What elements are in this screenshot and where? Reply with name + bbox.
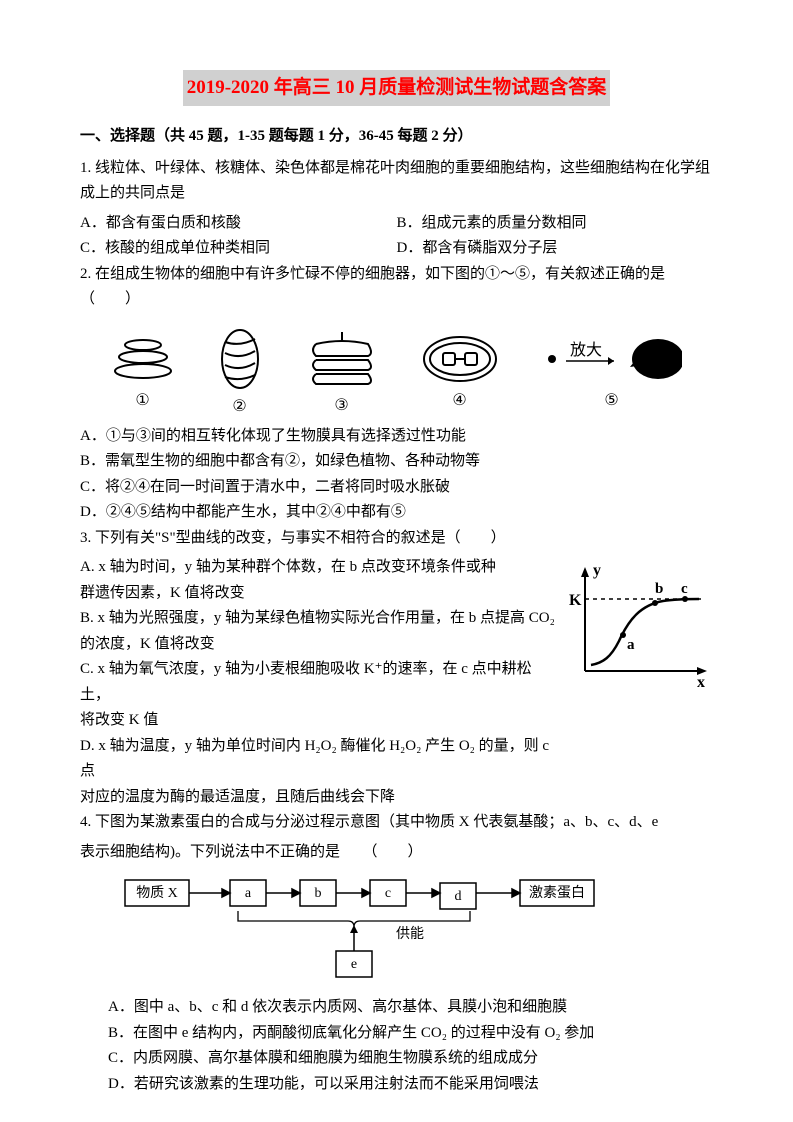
- point-c-label: c: [681, 581, 688, 597]
- flow-box-b: b: [315, 887, 322, 902]
- k-label: K: [569, 592, 582, 609]
- q3-opt-c-l2: 将改变 K 值: [80, 708, 555, 734]
- flow-box-d: d: [455, 890, 462, 905]
- q2-opt-b: B．需氧型生物的细胞中都含有②，如绿色植物、各种动物等: [80, 449, 713, 475]
- q3-num: 3.: [80, 530, 91, 546]
- q1-opt-a: A．都含有蛋白质和核酸: [80, 211, 397, 237]
- q4-opt-c: C．内质网膜、高尔基体膜和细胞膜为细胞生物膜系统的组成成分: [80, 1046, 713, 1072]
- s-curve-graph: y K a b c x: [563, 561, 713, 810]
- q3-opt-a-l1: A. x 轴为时间，y 轴为某种群个体数，在 b 点改变环境条件或种: [80, 555, 555, 581]
- organelle-4-label: ④: [452, 387, 466, 414]
- question-3: 3. 下列有关"S"型曲线的改变，与事实不相符合的叙述是（ ）: [80, 526, 713, 552]
- q4-opt-d: D．若研究该激素的生理功能，可以采用注射法而不能采用饲喂法: [80, 1072, 713, 1098]
- q2-opt-a: A．①与③间的相互转化体现了生物膜具有选择透过性功能: [80, 424, 713, 450]
- organelle-4: ④: [421, 333, 499, 414]
- y-axis-label: y: [593, 562, 601, 579]
- page-title: 2019-2020 年高三 10 月质量检测试生物试题含答案: [183, 70, 611, 106]
- organelle-5: 放大 ⑤: [542, 333, 682, 414]
- flow-box-c: c: [385, 887, 391, 902]
- q2-opt-d: D．②④⑤结构中都能产生水，其中②④中都有⑤: [80, 500, 713, 526]
- section-heading: 一、选择题（共 45 题，1-35 题每题 1 分，36-45 每题 2 分）: [80, 124, 713, 150]
- flow-box-e: e: [351, 958, 357, 973]
- q1-opt-d: D．都含有磷脂双分子层: [397, 236, 714, 262]
- organelle-2-label: ②: [232, 393, 246, 420]
- q2-stem: 在组成生物体的细胞中有许多忙碌不停的细胞器，如下图的①～⑤，有关叙述正确的是（ …: [80, 266, 665, 308]
- flow-box-out: 激素蛋白: [529, 885, 585, 902]
- flow-box-x: 物质 X: [136, 886, 178, 902]
- organelle-2: ②: [217, 327, 263, 420]
- q1-opt-b: B．组成元素的质量分数相同: [397, 211, 714, 237]
- q1-num: 1.: [80, 160, 91, 176]
- question-2: 2. 在组成生物体的细胞中有许多忙碌不停的细胞器，如下图的①～⑤，有关叙述正确的…: [80, 262, 713, 313]
- q4-opt-a: A．图中 a、b、c 和 d 依次表示内质网、高尔基体、具膜小泡和细胞膜: [80, 995, 713, 1021]
- q3-opt-d-l1: D. x 轴为温度，y 轴为单位时间内 H₂O₂ 酶催化 H₂O₂ 产生 O₂ …: [80, 734, 555, 785]
- q2-opt-c: C．将②④在同一时间置于清水中，二者将同时吸水胀破: [80, 475, 713, 501]
- q4-stem2: 表示细胞结构)。下列说法中不正确的是 （ ）: [80, 840, 713, 866]
- organelle-3: ③: [306, 328, 378, 419]
- organelle-5-label: ⑤: [604, 387, 618, 414]
- ribosome-icon: 放大: [542, 333, 682, 385]
- q3-opt-c-l1: C. x 轴为氧气浓度，y 轴为小麦根细胞吸收 K⁺的速率，在 c 点中耕松土，: [80, 657, 555, 708]
- q1-stem: 线粒体、叶绿体、核糖体、染色体都是棉花叶肉细胞的重要细胞结构，这些细胞结构在化学…: [80, 160, 710, 202]
- svg-text:放大: 放大: [570, 341, 602, 359]
- golgi-icon: [112, 333, 174, 385]
- er-icon: [306, 328, 378, 390]
- q4-num: 4.: [80, 814, 91, 830]
- x-axis-label: x: [697, 674, 705, 691]
- question-1: 1. 线粒体、叶绿体、核糖体、染色体都是棉花叶肉细胞的重要细胞结构，这些细胞结构…: [80, 156, 713, 207]
- q1-opt-c: C．核酸的组成单位种类相同: [80, 236, 397, 262]
- mitochondrion-icon: [217, 327, 263, 391]
- supply-label: 供能: [396, 927, 424, 943]
- q4-stem1: 下图为某激素蛋白的合成与分泌过程示意图（其中物质 X 代表氨基酸；a、b、c、d…: [95, 814, 658, 830]
- q3-opt-a-l2: 群遗传因素，K 值将改变: [80, 581, 555, 607]
- chloroplast-icon: [421, 333, 499, 385]
- flow-box-a: a: [245, 887, 252, 902]
- q3-opt-d-l2: 对应的温度为酶的最适温度，且随后曲线会下降: [80, 785, 555, 811]
- q3-stem: 下列有关"S"型曲线的改变，与事实不相符合的叙述是（ ）: [95, 530, 506, 546]
- organelle-1-label: ①: [135, 387, 149, 414]
- organelle-diagram: ① ② ③: [80, 327, 713, 420]
- point-b-label: b: [655, 581, 663, 597]
- organelle-3-label: ③: [334, 392, 348, 419]
- q2-num: 2.: [80, 266, 91, 282]
- flow-diagram: 物质 X a b c d 激素蛋白 供能: [120, 875, 713, 985]
- organelle-1: ①: [112, 333, 174, 414]
- question-4: 4. 下图为某激素蛋白的合成与分泌过程示意图（其中物质 X 代表氨基酸；a、b、…: [80, 810, 713, 836]
- q3-opt-b-l1: B. x 轴为光照强度，y 轴为某绿色植物实际光合作用量，在 b 点提高 CO₂: [80, 606, 555, 632]
- q4-opt-b: B．在图中 e 结构内，丙酮酸彻底氧化分解产生 CO₂ 的过程中没有 O₂ 参加: [80, 1021, 713, 1047]
- point-a-label: a: [627, 637, 635, 653]
- q3-opt-b-l2: 的浓度，K 值将改变: [80, 632, 555, 658]
